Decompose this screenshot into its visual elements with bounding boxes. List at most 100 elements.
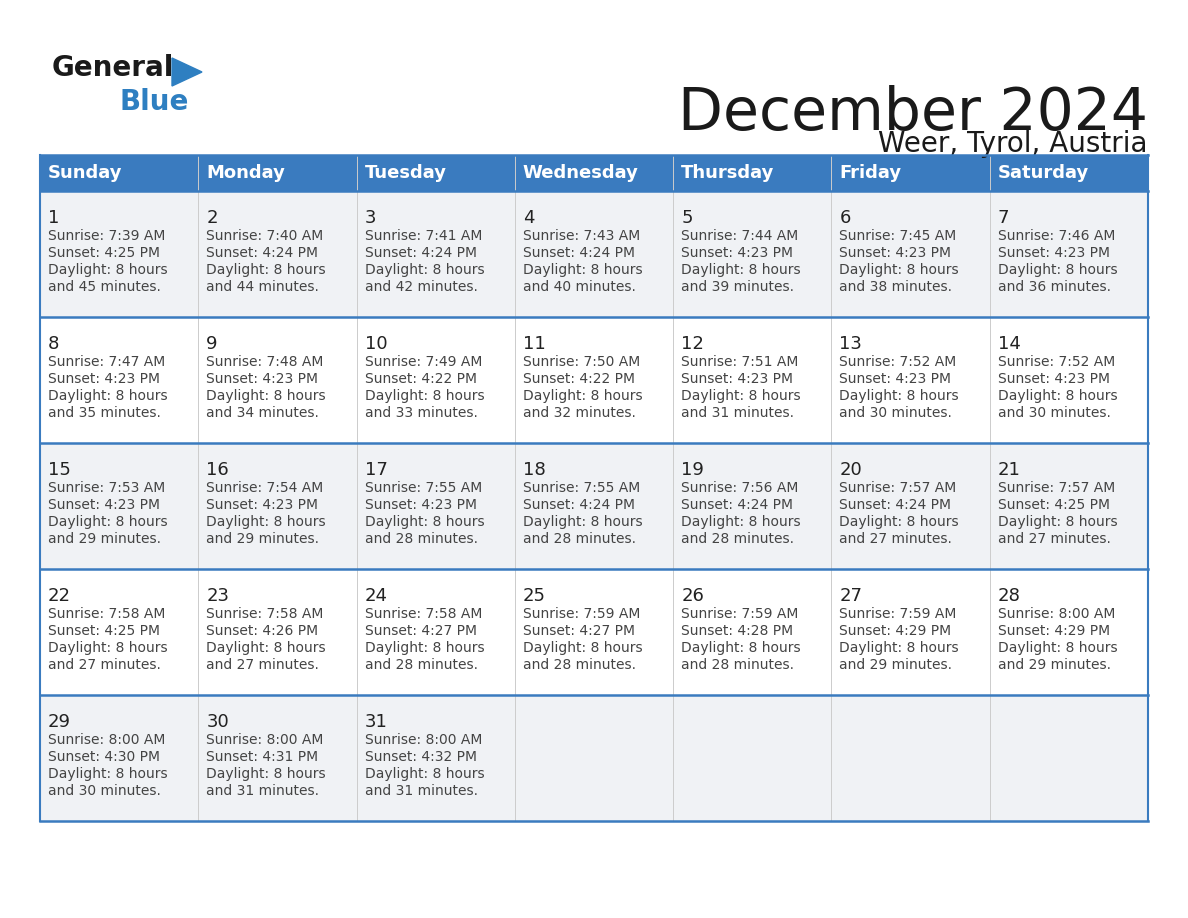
Text: Daylight: 8 hours: Daylight: 8 hours	[365, 641, 485, 655]
Text: Saturday: Saturday	[998, 164, 1089, 182]
Text: and 31 minutes.: and 31 minutes.	[681, 406, 794, 420]
Text: 22: 22	[48, 587, 71, 605]
Text: Thursday: Thursday	[681, 164, 775, 182]
Text: Daylight: 8 hours: Daylight: 8 hours	[523, 263, 643, 277]
Text: and 42 minutes.: and 42 minutes.	[365, 280, 478, 294]
Text: Daylight: 8 hours: Daylight: 8 hours	[998, 515, 1118, 529]
Text: Sunrise: 7:58 AM: Sunrise: 7:58 AM	[365, 607, 482, 621]
Text: Sunrise: 7:53 AM: Sunrise: 7:53 AM	[48, 481, 165, 495]
Text: and 35 minutes.: and 35 minutes.	[48, 406, 160, 420]
Text: Sunset: 4:23 PM: Sunset: 4:23 PM	[207, 498, 318, 512]
Text: Sunset: 4:23 PM: Sunset: 4:23 PM	[681, 246, 794, 260]
Text: Sunrise: 7:51 AM: Sunrise: 7:51 AM	[681, 355, 798, 369]
Text: 8: 8	[48, 335, 59, 353]
Text: Blue: Blue	[120, 88, 189, 116]
Text: Sunrise: 8:00 AM: Sunrise: 8:00 AM	[365, 733, 482, 747]
Text: Sunset: 4:24 PM: Sunset: 4:24 PM	[523, 498, 634, 512]
Text: 27: 27	[840, 587, 862, 605]
Text: Daylight: 8 hours: Daylight: 8 hours	[523, 515, 643, 529]
Text: and 32 minutes.: and 32 minutes.	[523, 406, 636, 420]
Text: Sunrise: 7:55 AM: Sunrise: 7:55 AM	[365, 481, 482, 495]
Text: 6: 6	[840, 209, 851, 227]
Bar	[40, 569, 1148, 695]
Text: Daylight: 8 hours: Daylight: 8 hours	[365, 767, 485, 781]
Text: Daylight: 8 hours: Daylight: 8 hours	[840, 515, 959, 529]
Text: Sunrise: 7:58 AM: Sunrise: 7:58 AM	[48, 607, 165, 621]
Text: Sunrise: 7:54 AM: Sunrise: 7:54 AM	[207, 481, 323, 495]
Text: 7: 7	[998, 209, 1010, 227]
Text: Sunrise: 8:00 AM: Sunrise: 8:00 AM	[998, 607, 1116, 621]
Text: Sunset: 4:31 PM: Sunset: 4:31 PM	[207, 750, 318, 764]
Text: Sunset: 4:29 PM: Sunset: 4:29 PM	[998, 624, 1110, 638]
Text: 28: 28	[998, 587, 1020, 605]
Text: Daylight: 8 hours: Daylight: 8 hours	[998, 389, 1118, 403]
Text: and 27 minutes.: and 27 minutes.	[207, 658, 320, 672]
Text: Sunrise: 7:44 AM: Sunrise: 7:44 AM	[681, 229, 798, 243]
Text: General: General	[52, 54, 175, 82]
Text: Sunset: 4:29 PM: Sunset: 4:29 PM	[840, 624, 952, 638]
Text: and 38 minutes.: and 38 minutes.	[840, 280, 953, 294]
Text: Sunrise: 7:43 AM: Sunrise: 7:43 AM	[523, 229, 640, 243]
Text: Daylight: 8 hours: Daylight: 8 hours	[48, 389, 168, 403]
Text: and 36 minutes.: and 36 minutes.	[998, 280, 1111, 294]
Text: Monday: Monday	[207, 164, 285, 182]
Text: Sunset: 4:27 PM: Sunset: 4:27 PM	[523, 624, 634, 638]
Text: Sunset: 4:22 PM: Sunset: 4:22 PM	[365, 372, 476, 386]
Bar	[40, 155, 1148, 191]
Text: Sunset: 4:25 PM: Sunset: 4:25 PM	[48, 246, 160, 260]
Text: Friday: Friday	[840, 164, 902, 182]
Text: and 30 minutes.: and 30 minutes.	[48, 784, 160, 798]
Text: Daylight: 8 hours: Daylight: 8 hours	[48, 767, 168, 781]
Text: 3: 3	[365, 209, 377, 227]
Text: Wednesday: Wednesday	[523, 164, 639, 182]
Text: Sunset: 4:23 PM: Sunset: 4:23 PM	[998, 372, 1110, 386]
Bar	[40, 317, 1148, 443]
Text: Sunset: 4:28 PM: Sunset: 4:28 PM	[681, 624, 794, 638]
Text: Daylight: 8 hours: Daylight: 8 hours	[48, 515, 168, 529]
Text: Daylight: 8 hours: Daylight: 8 hours	[523, 641, 643, 655]
Text: Sunset: 4:23 PM: Sunset: 4:23 PM	[998, 246, 1110, 260]
Text: Sunset: 4:23 PM: Sunset: 4:23 PM	[840, 372, 952, 386]
Text: 10: 10	[365, 335, 387, 353]
Text: and 45 minutes.: and 45 minutes.	[48, 280, 160, 294]
Text: and 34 minutes.: and 34 minutes.	[207, 406, 320, 420]
Text: Daylight: 8 hours: Daylight: 8 hours	[365, 263, 485, 277]
Text: Sunset: 4:23 PM: Sunset: 4:23 PM	[48, 372, 160, 386]
Text: and 28 minutes.: and 28 minutes.	[681, 658, 794, 672]
Text: 13: 13	[840, 335, 862, 353]
Text: Sunrise: 7:59 AM: Sunrise: 7:59 AM	[840, 607, 956, 621]
Text: Sunrise: 7:39 AM: Sunrise: 7:39 AM	[48, 229, 165, 243]
Text: Sunset: 4:27 PM: Sunset: 4:27 PM	[365, 624, 476, 638]
Text: Sunset: 4:23 PM: Sunset: 4:23 PM	[365, 498, 476, 512]
Text: 16: 16	[207, 461, 229, 479]
Text: Daylight: 8 hours: Daylight: 8 hours	[207, 641, 326, 655]
Text: and 28 minutes.: and 28 minutes.	[523, 532, 636, 546]
Text: Daylight: 8 hours: Daylight: 8 hours	[840, 263, 959, 277]
Polygon shape	[172, 58, 202, 86]
Text: Sunset: 4:30 PM: Sunset: 4:30 PM	[48, 750, 160, 764]
Text: and 28 minutes.: and 28 minutes.	[523, 658, 636, 672]
Text: Daylight: 8 hours: Daylight: 8 hours	[840, 641, 959, 655]
Text: Weer, Tyrol, Austria: Weer, Tyrol, Austria	[878, 130, 1148, 158]
Text: 5: 5	[681, 209, 693, 227]
Text: Sunset: 4:23 PM: Sunset: 4:23 PM	[207, 372, 318, 386]
Text: and 39 minutes.: and 39 minutes.	[681, 280, 794, 294]
Text: Sunrise: 7:57 AM: Sunrise: 7:57 AM	[998, 481, 1116, 495]
Text: Daylight: 8 hours: Daylight: 8 hours	[998, 641, 1118, 655]
Text: Daylight: 8 hours: Daylight: 8 hours	[365, 515, 485, 529]
Text: Sunday: Sunday	[48, 164, 122, 182]
Text: Sunrise: 7:49 AM: Sunrise: 7:49 AM	[365, 355, 482, 369]
Text: 1: 1	[48, 209, 59, 227]
Text: and 31 minutes.: and 31 minutes.	[365, 784, 478, 798]
Text: 26: 26	[681, 587, 704, 605]
Text: Daylight: 8 hours: Daylight: 8 hours	[681, 515, 801, 529]
Text: Sunrise: 7:50 AM: Sunrise: 7:50 AM	[523, 355, 640, 369]
Text: Daylight: 8 hours: Daylight: 8 hours	[365, 389, 485, 403]
Text: Sunrise: 7:40 AM: Sunrise: 7:40 AM	[207, 229, 323, 243]
Text: 24: 24	[365, 587, 387, 605]
Text: Sunrise: 7:56 AM: Sunrise: 7:56 AM	[681, 481, 798, 495]
Text: Sunrise: 7:58 AM: Sunrise: 7:58 AM	[207, 607, 323, 621]
Text: 29: 29	[48, 713, 71, 731]
Text: and 29 minutes.: and 29 minutes.	[840, 658, 953, 672]
Text: Daylight: 8 hours: Daylight: 8 hours	[48, 641, 168, 655]
